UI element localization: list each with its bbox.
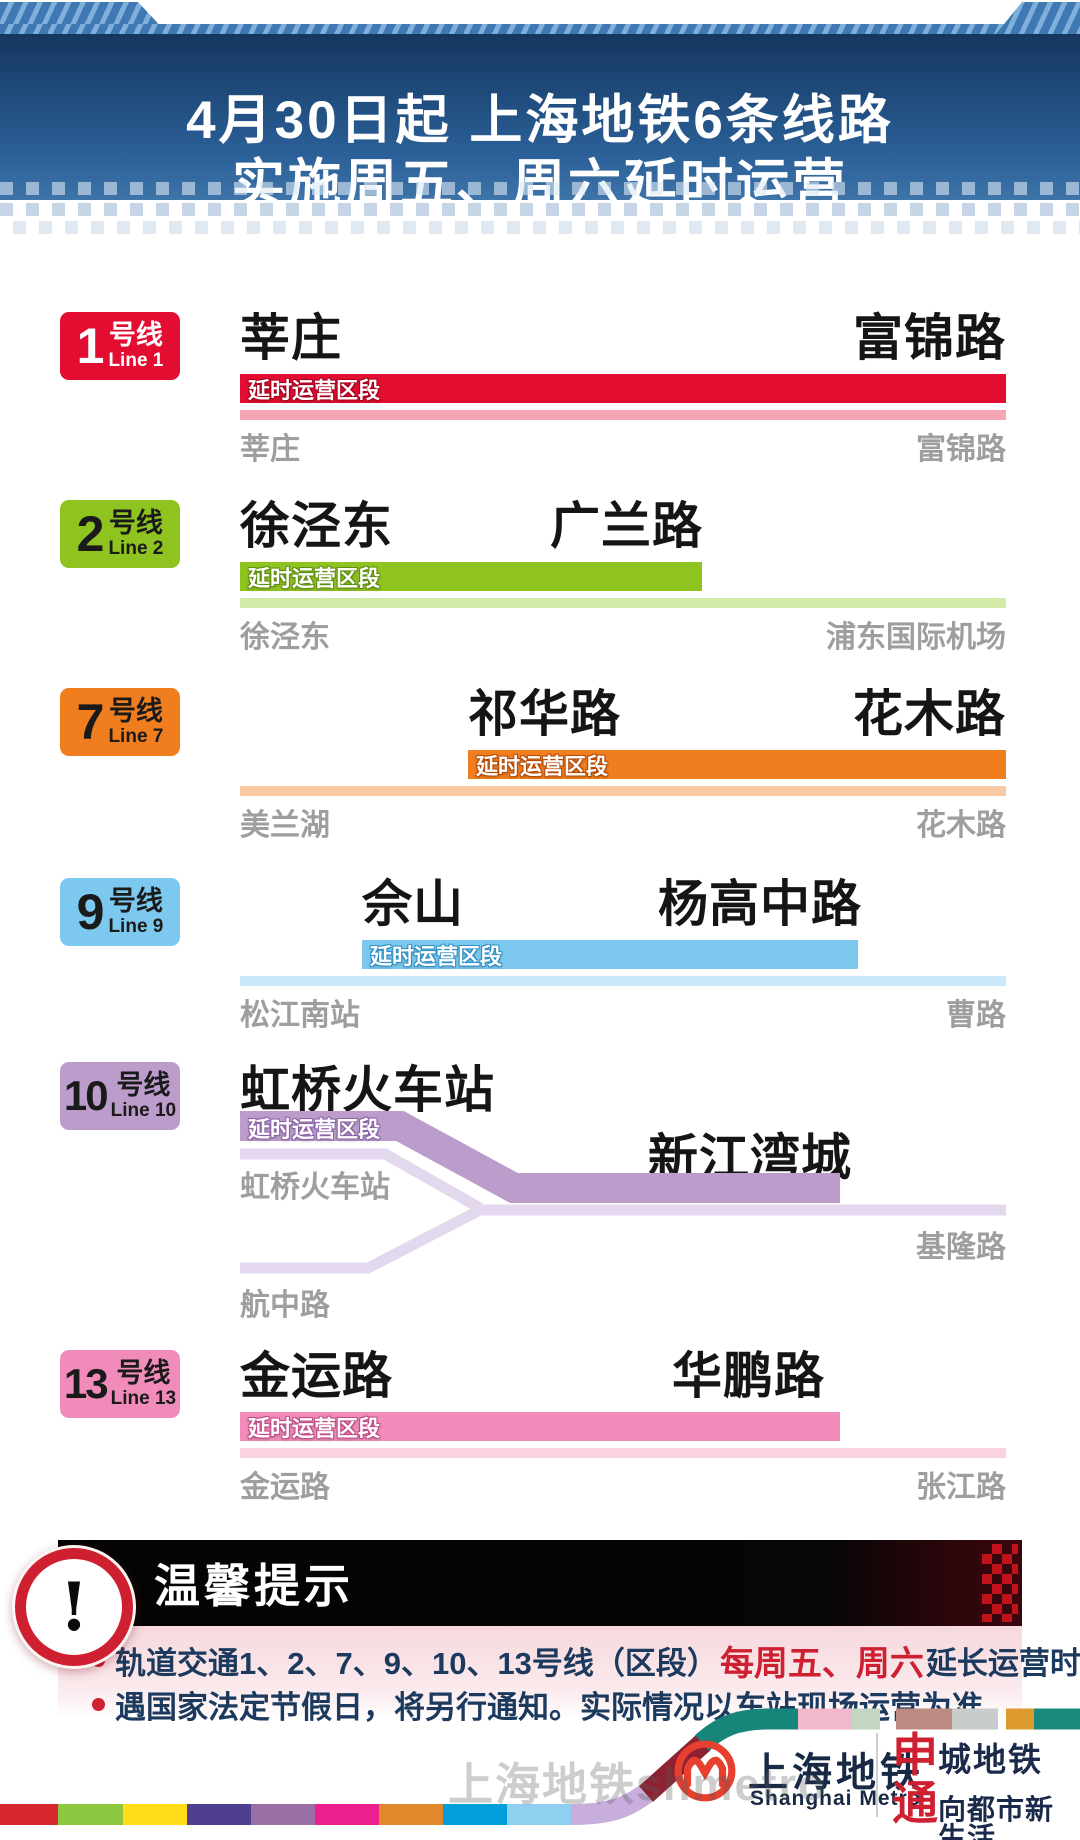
line-13-terminus-end: 张江路	[916, 1471, 1006, 1504]
line-10-segment-label: 延时运营区段	[248, 1117, 381, 1142]
notice-header-bar: 温馨提示	[58, 1540, 1022, 1626]
line-9-terminus-end: 曹路	[946, 999, 1006, 1032]
line-7-sub: Line 7	[108, 726, 164, 747]
line-9-segment-label: 延时运营区段	[370, 943, 503, 969]
bullet-1-text-post: 延长运营时间。	[925, 1646, 1080, 1681]
line-10-number: 10	[63, 1072, 109, 1119]
line-1-terminus-start: 莘庄	[240, 433, 300, 466]
line-2-terminus-end: 浦东国际机场	[826, 621, 1006, 654]
exclamation-glyph: !	[59, 1568, 89, 1646]
header-striped-corner	[996, 2, 1080, 34]
line-9-sub: Line 9	[108, 916, 164, 937]
footer-divider	[876, 1733, 878, 1817]
header-banner: 4月30日起 上海地铁6条线路 实施周五、周六延时运营	[0, 34, 1080, 214]
line-10-extended-segment-band	[240, 1111, 840, 1203]
line-1-suffix: 号线	[108, 320, 163, 350]
line-2-left-station: 徐泾东	[240, 498, 393, 554]
line-9-full-line-bar	[240, 976, 1006, 986]
header-checker-row-1	[0, 182, 1080, 195]
slogan-2-red-char: 通	[892, 1777, 938, 1829]
line-9-extended-segment-bar: 延时运营区段	[362, 940, 858, 969]
line-10-sub: Line 10	[110, 1100, 177, 1121]
line-7-badge: 7 号线 Line 7	[60, 688, 180, 756]
bullet-1-text-pre: 轨道交通1、2、7、9、10、13号线（区段）	[115, 1646, 718, 1681]
warning-icon: !	[12, 1545, 136, 1669]
line-10-badge: 10 号线 Line 10	[60, 1062, 180, 1130]
notice-title: 温馨提示	[154, 1560, 354, 1612]
line-1-terminus-end: 富锦路	[916, 433, 1006, 466]
line-13-left-station: 金运路	[240, 1348, 393, 1404]
line-7-segment-label: 延时运营区段	[476, 753, 609, 779]
line-7-right-station: 花木路	[853, 686, 1006, 742]
line-1-segment-label: 延时运营区段	[248, 377, 381, 403]
header-checker-row-3	[0, 221, 1080, 234]
line-13-suffix: 号线	[116, 1358, 171, 1388]
line-9-terminus-start: 松江南站	[240, 999, 360, 1032]
line-9-left-station: 佘山	[362, 876, 464, 932]
watermark-text: 上海地铁shmetro	[448, 1759, 828, 1810]
line-1-extended-segment-bar: 延时运营区段	[240, 374, 1006, 403]
slogan-row-2: 通 向都市新生活	[892, 1780, 1080, 1840]
line-2-number: 2	[76, 506, 105, 562]
line-9-suffix: 号线	[108, 886, 163, 916]
notice-checker-decor	[982, 1544, 1018, 1622]
header-striped-band	[0, 24, 1080, 34]
line-13-extended-segment-bar: 延时运营区段	[240, 1412, 840, 1441]
line-2-segment-label: 延时运营区段	[248, 565, 381, 591]
line-13-full-line-bar	[240, 1448, 1006, 1458]
line-13-segment-label: 延时运营区段	[248, 1415, 381, 1441]
line-2-extended-segment-bar: 延时运营区段	[240, 562, 702, 591]
footer-slogan: 申 城地铁 通 向都市新生活	[892, 1732, 1080, 1840]
line-9-right-station: 杨高中路	[658, 876, 862, 932]
line-13-number: 13	[63, 1360, 109, 1407]
line-2-badge: 2 号线 Line 2	[60, 500, 180, 568]
slogan-2-rest: 向都市新生活	[938, 1794, 1055, 1840]
line-10-branch-b	[240, 1206, 481, 1274]
line-9-number: 9	[76, 884, 105, 940]
slogan-1-red-char: 申	[892, 1729, 938, 1781]
line-2-sub: Line 2	[108, 538, 164, 559]
line-7-full-line-bar	[240, 786, 1006, 796]
line-13-badge: 13 号线 Line 13	[60, 1350, 180, 1418]
line-7-terminus-end: 花木路	[916, 809, 1006, 842]
footer-ribbon	[0, 1708, 1080, 1825]
bullet-dot-icon	[92, 1698, 105, 1711]
line-1-full-line-bar	[240, 410, 1006, 420]
line-1-number: 1	[76, 318, 105, 374]
line-9-badge: 9 号线 Line 9	[60, 878, 180, 946]
line-1-left-station: 莘庄	[240, 310, 342, 366]
header-checker-row-2	[0, 203, 1080, 216]
line-1-right-station: 富锦路	[853, 310, 1006, 366]
line-10-branch-terminus: 航中路	[240, 1289, 330, 1322]
line-10-branch-diagram	[240, 1111, 1006, 1274]
line-1-badge: 1 号线 Line 1	[60, 312, 180, 380]
line-10-suffix: 号线	[116, 1070, 171, 1100]
line-2-right-station: 广兰路	[550, 498, 703, 554]
line-7-left-station: 祁华路	[468, 686, 621, 742]
shanghai-metro-logo-icon	[674, 1740, 736, 1802]
line-2-suffix: 号线	[108, 508, 163, 538]
footer-logo-cn: 上海地铁	[748, 1751, 924, 1795]
bullet-1-highlight: 每周五、周六	[719, 1645, 924, 1683]
line-10-terminus-start: 虹桥火车站	[240, 1171, 390, 1204]
slogan-row-1: 申 城地铁	[892, 1732, 1080, 1778]
line-10-terminus-end: 基隆路	[916, 1231, 1006, 1264]
line-13-sub: Line 13	[110, 1388, 177, 1409]
line-1-sub: Line 1	[108, 350, 164, 371]
line-7-extended-segment-bar: 延时运营区段	[468, 750, 1006, 779]
poster-title-line1: 4月30日起 上海地铁6条线路	[186, 91, 894, 150]
notice-bullet-1: 轨道交通1、2、7、9、10、13号线（区段） 每周五、周六 延长运营时间。	[92, 1636, 1080, 1685]
warning-icon-ring: !	[15, 1548, 133, 1666]
line-10-left-station: 虹桥火车站	[240, 1062, 495, 1118]
slogan-1-rest: 城地铁	[938, 1741, 1043, 1778]
line-2-full-line-bar	[240, 598, 1006, 608]
line-10-branch-a	[240, 1148, 483, 1213]
line-13-right-station: 华鹏路	[672, 1348, 825, 1404]
line-2-terminus-start: 徐泾东	[240, 621, 330, 654]
line-13-terminus-start: 金运路	[240, 1471, 330, 1504]
line-7-number: 7	[76, 694, 105, 750]
line-7-suffix: 号线	[108, 696, 163, 726]
line-7-terminus-start: 美兰湖	[240, 809, 330, 842]
